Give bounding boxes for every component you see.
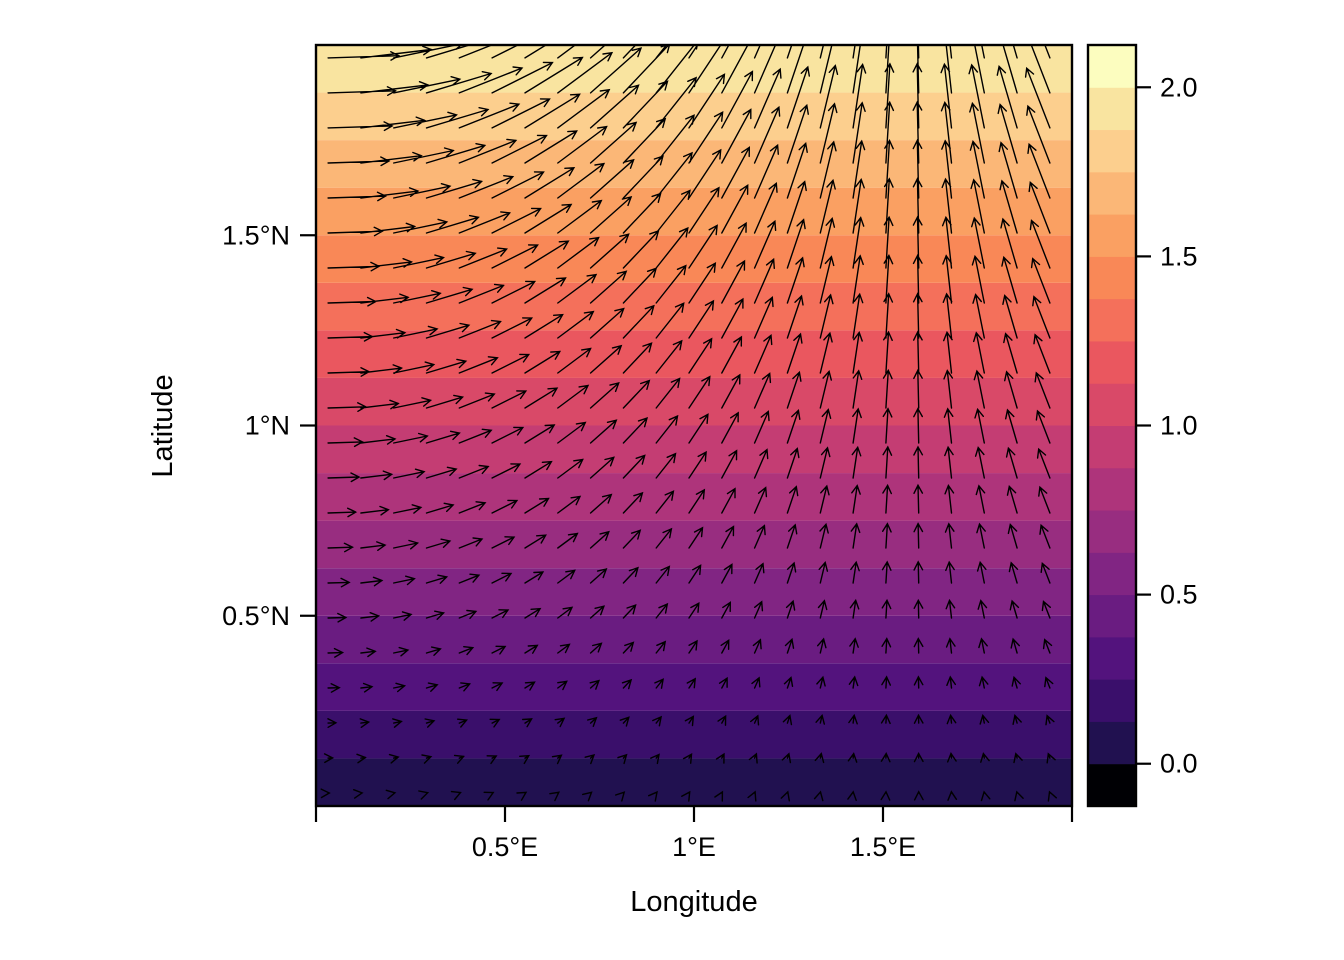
colorbar-tick-label: 1.5 [1160, 241, 1198, 271]
colorbar-band [1088, 256, 1136, 300]
x-axis: 0.5°E 1°E 1.5°E [314, 807, 1074, 862]
colorbar-band [1088, 636, 1136, 680]
quiver-arrow-layer [320, 45, 1057, 802]
plot-border [314, 43, 1074, 808]
colorbar-band [1088, 171, 1136, 215]
contour-band [316, 187, 1072, 236]
x-tick-label: 1.5°E [850, 832, 916, 862]
colorbar-band [1088, 298, 1136, 342]
colorbar-band [1088, 763, 1136, 807]
contour-band [316, 758, 1072, 806]
colorbar-band [1088, 129, 1136, 173]
x-tick-label: 0.5°E [472, 832, 538, 862]
colorbar-band [1088, 467, 1136, 511]
colorbar-band [1088, 87, 1136, 131]
contour-band [316, 330, 1072, 378]
y-tick-label: 0.5°N [222, 601, 290, 631]
x-tick-label: 1°E [672, 832, 716, 862]
colorbar-tick-label: 1.0 [1160, 411, 1198, 441]
colorbar [1088, 45, 1136, 807]
contour-band [316, 140, 1072, 188]
colorbar-ticks: 0.0 0.5 1.0 1.5 2.0 [1137, 72, 1198, 779]
contour-band [316, 520, 1072, 569]
contour-band [316, 473, 1072, 521]
y-axis-title: Latitude [147, 374, 179, 477]
colorbar-band [1088, 340, 1136, 384]
contour-band [316, 235, 1072, 283]
y-axis: 0.5°N 1°N 1.5°N [222, 220, 315, 631]
colorbar-tick-label: 0.5 [1160, 580, 1198, 610]
contour-fill-layer [316, 45, 1072, 806]
colorbar-band [1088, 383, 1136, 426]
vector-arrows [320, 45, 1057, 802]
colorbar-band [1088, 594, 1136, 638]
colorbar-border [1086, 43, 1138, 808]
colorbar-band [1088, 214, 1136, 257]
contour-band [316, 710, 1072, 759]
y-tick-label: 1.5°N [222, 220, 290, 250]
colorbar-band [1088, 510, 1136, 553]
colorbar-band [1088, 45, 1136, 88]
x-axis-title: Longitude [630, 886, 757, 918]
contour-band [316, 615, 1072, 664]
colorbar-tick-label: 2.0 [1160, 72, 1198, 102]
contour-band [316, 425, 1072, 474]
colorbar-tick-label: 0.0 [1160, 749, 1198, 779]
colorbar-band [1088, 721, 1136, 765]
y-tick-label: 1°N [245, 411, 290, 441]
colorbar-band [1088, 425, 1136, 469]
contour-band [316, 282, 1072, 331]
colorbar-band [1088, 679, 1136, 722]
colorbar-band [1088, 552, 1136, 596]
